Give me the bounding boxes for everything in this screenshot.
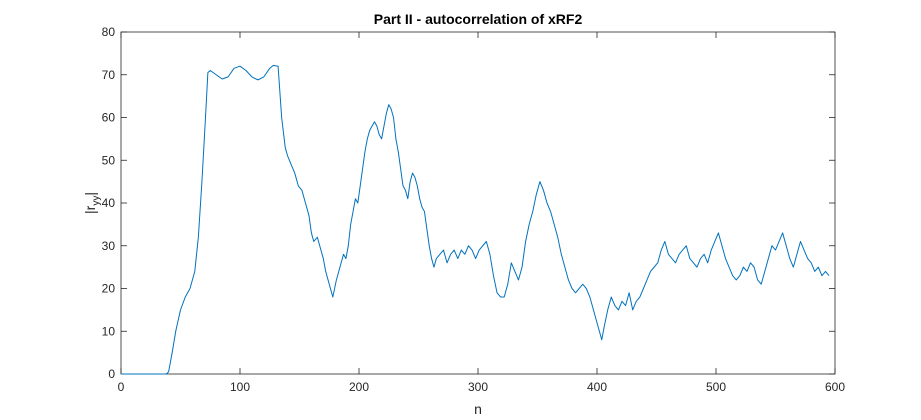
y-tick-label: 0 bbox=[108, 367, 115, 381]
x-tick-label: 0 bbox=[118, 380, 125, 394]
x-axis-title: n bbox=[474, 401, 482, 417]
y-tick-label: 10 bbox=[102, 324, 116, 338]
y-tick-label: 40 bbox=[102, 196, 116, 210]
y-tick-label: 30 bbox=[102, 239, 116, 253]
y-axis-title-main: |r bbox=[82, 205, 98, 214]
x-tick-label: 200 bbox=[349, 380, 369, 394]
x-tick-label: 600 bbox=[825, 380, 845, 394]
y-axis-title-end: | bbox=[82, 192, 98, 196]
x-tick-label: 300 bbox=[468, 380, 488, 394]
y-tick-label: 50 bbox=[102, 153, 116, 167]
x-tick-label: 100 bbox=[230, 380, 250, 394]
y-tick-label: 20 bbox=[102, 282, 116, 296]
y-axis: 0 10 20 30 40 50 60 70 80 bbox=[102, 25, 835, 381]
series-line bbox=[121, 64, 830, 375]
chart-title: Part II - autocorrelation of xRF2 bbox=[374, 11, 583, 27]
x-tick-label: 400 bbox=[587, 380, 607, 394]
plot-area bbox=[120, 31, 836, 375]
y-axis-title: |ryy| bbox=[82, 192, 102, 214]
y-axis-title-sub: yy bbox=[91, 196, 102, 206]
y-tick-label: 60 bbox=[102, 111, 116, 125]
x-axis: 0 100 200 300 400 500 600 bbox=[118, 32, 845, 394]
y-tick-label: 80 bbox=[102, 25, 116, 39]
y-tick-label: 70 bbox=[102, 68, 116, 82]
x-tick-label: 500 bbox=[706, 380, 726, 394]
